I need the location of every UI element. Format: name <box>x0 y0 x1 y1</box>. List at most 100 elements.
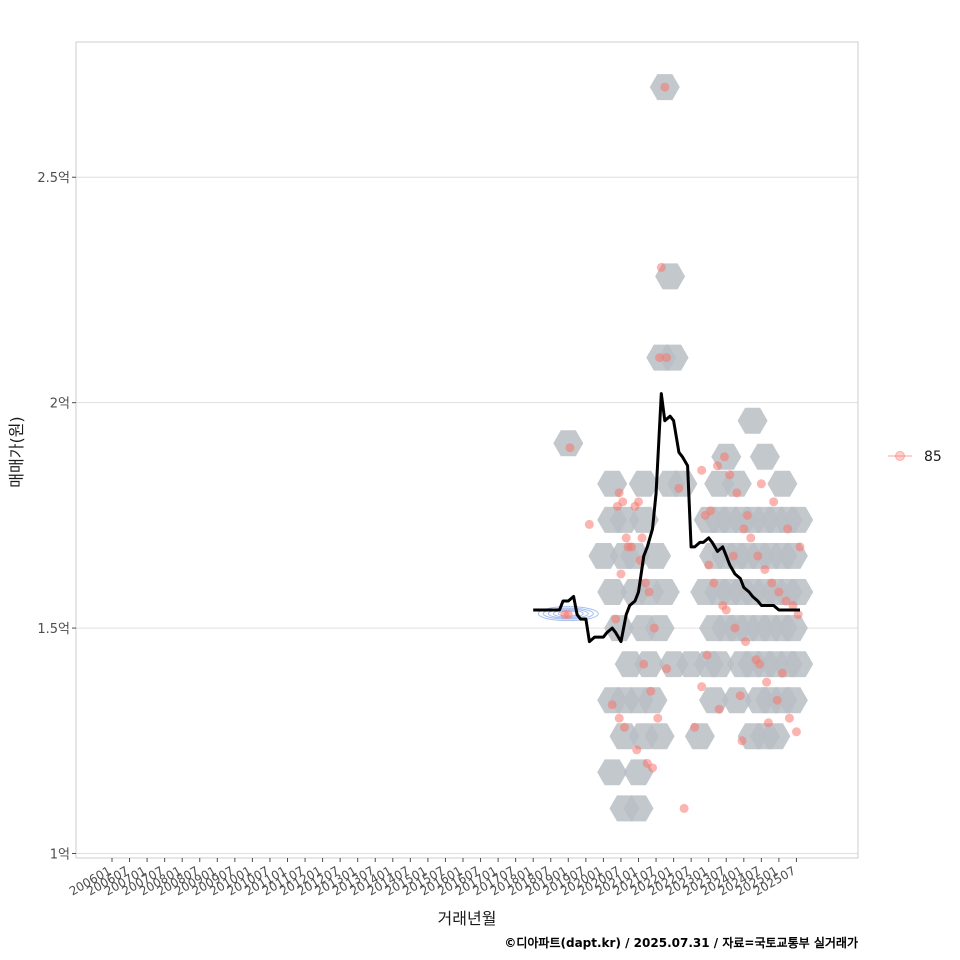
data-point <box>656 262 666 272</box>
x-axis-ticks: 2006012006072007012007072008012008072009… <box>67 858 798 899</box>
data-point <box>619 722 629 732</box>
data-point <box>788 601 798 611</box>
data-point <box>791 727 801 737</box>
hexbin-cell <box>614 651 645 678</box>
data-point <box>679 803 689 813</box>
data-point <box>753 551 763 561</box>
hexbin-cell <box>623 795 654 822</box>
data-point <box>614 488 624 498</box>
data-point <box>623 542 633 552</box>
data-point <box>762 677 772 687</box>
data-point <box>704 560 714 570</box>
data-point <box>621 533 631 543</box>
caption: ©디아파트(dapt.kr) / 2025.07.31 / 자료=국토교통부 실… <box>504 935 858 950</box>
hexbin-cell <box>783 579 814 605</box>
y-tick-label: 2억 <box>50 397 70 412</box>
hexbin-cell <box>658 344 689 371</box>
data-point <box>697 465 707 475</box>
data-point <box>639 659 649 669</box>
data-point <box>702 650 712 660</box>
hexbin-cell <box>649 579 680 605</box>
data-point <box>618 497 628 507</box>
panel-border <box>75 41 859 859</box>
data-point <box>674 483 684 493</box>
hexbin-layer <box>553 74 814 822</box>
data-point <box>769 497 779 507</box>
data-point <box>783 524 793 534</box>
data-point <box>719 452 729 462</box>
hexbin-cell <box>637 687 668 714</box>
density-contour-ring <box>542 607 594 620</box>
data-point <box>614 713 624 723</box>
data-point <box>774 587 784 597</box>
data-point <box>611 614 621 624</box>
data-point <box>725 470 735 480</box>
data-point <box>649 623 659 633</box>
data-point <box>756 479 766 489</box>
data-point <box>739 524 749 534</box>
hexbin-cell <box>604 615 635 642</box>
data-point <box>565 443 575 453</box>
hexbin-cell <box>644 723 675 750</box>
y-axis-title: 매매가(원) <box>7 416 26 487</box>
x-axis-title: 거래년월 <box>438 909 497 928</box>
data-point <box>735 691 745 701</box>
data-point <box>560 610 570 620</box>
legend-label-85: 85 <box>924 449 942 465</box>
data-point <box>781 596 791 606</box>
data-point <box>795 542 805 552</box>
y-tick-label: 1.5억 <box>37 622 70 637</box>
hexbin-cell <box>684 723 715 750</box>
hexbin-cell <box>553 430 584 457</box>
data-point <box>714 704 724 714</box>
data-point <box>755 659 765 669</box>
hexbin-cell <box>588 543 619 569</box>
data-point <box>653 713 663 723</box>
data-point <box>655 353 665 363</box>
data-point <box>634 497 643 507</box>
trend-line <box>533 392 800 644</box>
data-point <box>690 722 700 732</box>
hexbin-cell <box>597 759 628 786</box>
data-point <box>584 519 594 529</box>
data-point <box>644 587 654 597</box>
hexbin-cell <box>634 651 664 678</box>
data-point <box>763 718 773 728</box>
data-point <box>641 578 651 588</box>
data-point <box>767 578 777 588</box>
data-point <box>732 488 742 498</box>
hexbin-cell <box>749 443 780 470</box>
hexbin-cell <box>628 470 659 497</box>
data-point <box>646 686 656 696</box>
hexbin-cell <box>609 723 640 750</box>
data-point <box>648 763 658 773</box>
trend-line-path <box>533 392 800 644</box>
data-point <box>712 461 722 471</box>
data-point <box>793 610 803 620</box>
data-point <box>777 668 787 678</box>
hexbin-cell <box>644 615 675 642</box>
hexbin-cell <box>777 687 808 714</box>
data-point <box>705 506 715 516</box>
hexbin-cell <box>609 506 640 533</box>
density-contour-ring <box>537 606 599 622</box>
hexbin-cell <box>783 651 814 678</box>
data-point <box>616 569 626 579</box>
hexbin-cell <box>641 543 672 569</box>
data-point <box>607 700 617 710</box>
y-tick-label: 2.5억 <box>37 171 70 186</box>
y-tick-label: 1억 <box>50 847 70 862</box>
data-point <box>742 510 752 520</box>
legend-key-85 <box>895 451 905 461</box>
scatter-points <box>560 82 805 813</box>
hexbin-cell <box>777 615 808 642</box>
y-axis-ticks: 1억 1.5억 2억 2.5억 <box>37 171 76 862</box>
hexbin-cell <box>737 407 768 434</box>
data-point <box>718 601 728 611</box>
data-point <box>784 713 794 723</box>
hexbin-cell <box>597 579 628 605</box>
hexbin-cell <box>704 651 735 678</box>
data-point <box>737 736 747 746</box>
legend: 85 <box>888 449 942 465</box>
